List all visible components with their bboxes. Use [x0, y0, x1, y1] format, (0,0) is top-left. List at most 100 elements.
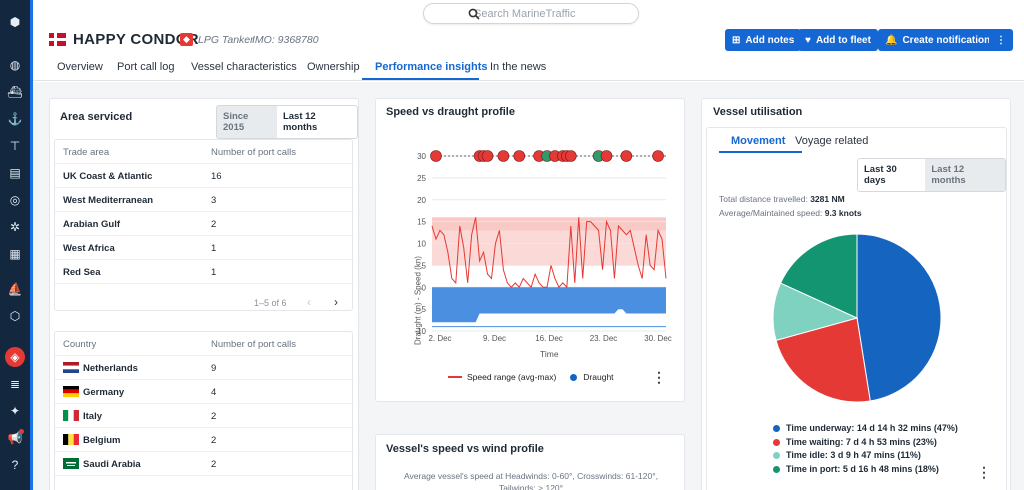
denmark-flag-icon [49, 33, 66, 46]
main-area: HAPPY CONDOR ◆ LPG Tanker IMO: 9368780 ⊞… [33, 0, 1024, 490]
compass-icon[interactable]: ✲ [9, 220, 21, 234]
legend-item-waiting[interactable]: Time waiting: 7 d 4 h 53 mins (23%) [773, 436, 958, 450]
add-to-fleet-button[interactable]: ♥ Add to fleet [798, 29, 878, 51]
ship-icon[interactable]: ⛴ [7, 85, 23, 99]
table-row: Belgium 2 [55, 428, 354, 452]
dashboard-icon[interactable]: ▦ [9, 247, 21, 261]
kebab-icon: ⋮ [996, 34, 1006, 46]
speed-draught-chart: 30 25 20 15 10 5 0 -5 -102. Dec 9. Dec 16. Dec 23. … [414, 150, 672, 343]
sidebar: ⬢ ◍ ⛴ ⚓ ⊤ ▤ ◎ ✲ ▦ ⛵ ⬡ ◈ ≣ ✦ 📢 ? [0, 0, 33, 490]
trade-area-cell: West Mediterranean [63, 195, 154, 206]
cube-icon[interactable]: ⬡ [9, 309, 21, 323]
tab-overview[interactable]: Overview [57, 61, 103, 73]
netherlands-flag-icon [63, 362, 79, 373]
chart-y-axis-label: Draught (m) - Speed (kn) [413, 256, 423, 345]
tab-port-call-log[interactable]: Port call log [117, 61, 175, 73]
idle-label: Time idle: 3 d 9 h 47 mins (11%) [786, 450, 921, 460]
port-call-marker [497, 150, 510, 162]
table-row: Italy 2 [55, 404, 354, 428]
port-call-marker [620, 150, 633, 162]
legend-item-idle[interactable]: Time idle: 3 d 9 h 47 mins (11%) [773, 449, 958, 463]
add-notes-button[interactable]: ⊞ Add notes [725, 29, 802, 51]
table-row: UK Coast & Atlantic 16 [55, 164, 354, 188]
y-tick-label: 5 [422, 261, 427, 270]
port-calls-cell: 2 [211, 219, 217, 230]
legend-item-underway[interactable]: Time underway: 14 d 14 h 32 mins (47%) [773, 422, 958, 436]
search-input[interactable] [474, 7, 624, 20]
globe-icon[interactable]: ◍ [9, 58, 21, 72]
radar-icon[interactable]: ◎ [9, 193, 21, 207]
chart-legend: Speed range (avg-max) Draught [448, 372, 614, 382]
area-serviced-title: Area serviced [60, 111, 133, 123]
tab-voyage-related[interactable]: Voyage related [795, 135, 869, 147]
range-since-2015[interactable]: Since 2015 [223, 111, 249, 133]
tab-ownership[interactable]: Ownership [307, 61, 360, 73]
trade-area-cell: Red Sea [63, 267, 101, 278]
active-tab-indicator [362, 78, 479, 80]
legend-item-in-port[interactable]: Time in port: 5 d 16 h 48 mins (18%) [773, 463, 958, 477]
more-actions-button[interactable]: ⋮ [989, 29, 1013, 51]
tag-icon[interactable]: ◈ [5, 347, 25, 367]
tab-movement[interactable]: Movement [731, 135, 786, 147]
tab-vessel-characteristics[interactable]: Vessel characteristics [191, 61, 297, 73]
country-cell: Germany [83, 387, 125, 398]
bell-icon: 🔔 [885, 34, 898, 46]
speed-label: Average/Maintained speed: [719, 208, 823, 218]
notification-dot [19, 429, 24, 434]
port-call-marker [565, 150, 577, 162]
area-serviced-card: Area serviced Since 2015 Last 12 months … [49, 98, 359, 490]
y-tick-label: 15 [417, 218, 426, 227]
prev-page-icon[interactable]: ‹ [307, 295, 311, 309]
wind-profile-card: Vessel's speed vs wind profile Average v… [375, 434, 685, 490]
crane-icon[interactable]: ⊤ [9, 139, 21, 153]
y-tick-label: 10 [417, 240, 426, 249]
megaphone-icon[interactable]: 📢 [7, 429, 24, 445]
vessel-name: HAPPY CONDOR [73, 31, 199, 48]
x-tick-label: 2. Dec [428, 334, 451, 343]
tab-in-the-news[interactable]: In the news [490, 61, 547, 73]
create-notifications-button[interactable]: 🔔 Create notifications [878, 29, 1003, 51]
range-last-12-months[interactable]: Last 12 months [931, 164, 966, 186]
chart-x-axis-label: Time [540, 349, 559, 359]
x-tick-label: 30. Dec [644, 334, 672, 343]
pagination-range: 1–5 of 6 [254, 298, 287, 308]
country-cell: Italy [83, 411, 103, 422]
country-cell: Netherlands [83, 363, 138, 374]
range-last-12-months[interactable]: Last 12 months [276, 106, 357, 138]
anchor-icon[interactable]: ⚓ [7, 112, 23, 126]
port-calls-cell: 16 [211, 171, 222, 182]
utilisation-menu-icon[interactable]: ⋮ [977, 464, 991, 480]
pie-slice [779, 233, 858, 319]
tab-performance-insights[interactable]: Performance insights [375, 61, 488, 73]
wind-profile-subtitle: Average vessel's speed at Headwinds: 0-6… [404, 471, 658, 490]
sparkle-icon[interactable]: ✦ [9, 404, 21, 418]
database-icon[interactable]: ≣ [9, 377, 21, 391]
port-calls-cell: 2 [211, 411, 217, 422]
x-tick-label: 16. Dec [535, 334, 563, 343]
legend-draught[interactable]: Draught [583, 372, 614, 382]
range-last-30-days[interactable]: Last 30 days [858, 159, 926, 191]
port-calls-cell: 1 [211, 267, 217, 278]
port-call-marker [430, 150, 442, 162]
next-page-icon[interactable]: › [334, 295, 338, 309]
logo-icon[interactable]: ⬢ [9, 15, 21, 29]
search-icon [468, 8, 480, 20]
table-row: Red Sea 1 [55, 260, 354, 284]
y-tick-label: 30 [417, 152, 426, 161]
chart-menu-icon[interactable]: ⋮ [652, 369, 666, 385]
search-bar[interactable] [423, 3, 639, 24]
port-calls-cell: 1 [211, 243, 217, 254]
draught-legend-swatch [570, 373, 578, 381]
y-tick-label: -10 [414, 327, 426, 336]
table-row: Saudi Arabia 2 [55, 452, 354, 476]
header-country: Country [63, 339, 97, 350]
legend-speed-range[interactable]: Speed range (avg-max) [467, 372, 557, 382]
area-range-toggle: Since 2015 Last 12 months [216, 105, 358, 139]
saudi-arabia-flag-icon [63, 458, 79, 469]
sidebar-accent [30, 0, 33, 490]
utilisation-card: Vessel utilisation Movement Voyage relat… [701, 98, 1011, 490]
document-icon[interactable]: ▤ [9, 166, 21, 180]
in-port-swatch [773, 465, 780, 473]
help-icon[interactable]: ? [11, 458, 19, 472]
fleet-icon[interactable]: ⛵ [7, 282, 23, 296]
